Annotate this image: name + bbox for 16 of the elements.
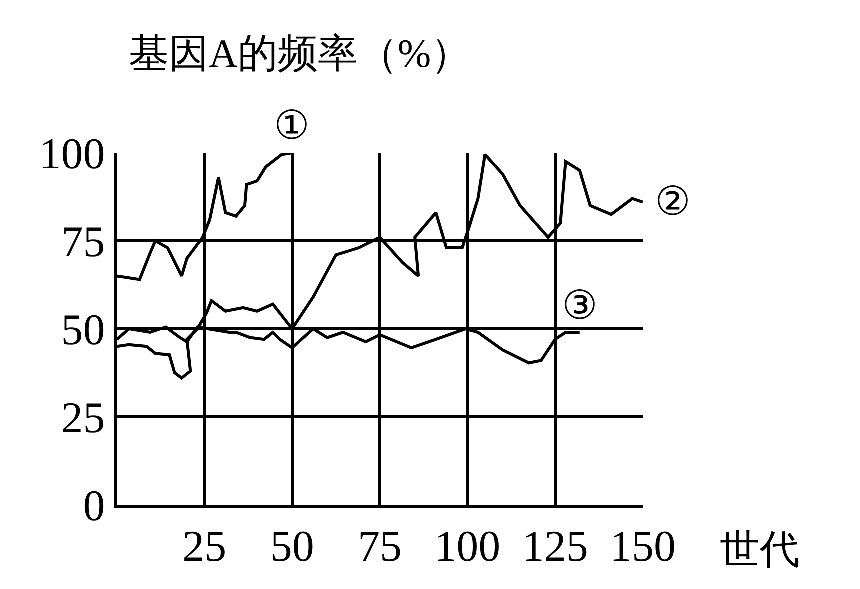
x-tick-label: 150: [610, 522, 676, 571]
x-tick-label: 25: [182, 522, 227, 571]
y-tick-label: 75: [61, 217, 106, 266]
x-tick-label: 125: [522, 522, 588, 571]
x-tick-label: 75: [358, 522, 402, 571]
x-tick-label: 100: [434, 522, 501, 571]
y-tick-label: 0: [83, 481, 106, 530]
x-axis-title: 世代: [720, 527, 800, 572]
x-tick-label: 50: [270, 522, 314, 571]
series-label: ③: [562, 283, 598, 329]
series-label: ②: [655, 179, 691, 225]
y-tick-label: 50: [61, 305, 106, 354]
series-label: ①: [274, 103, 310, 149]
y-tick-label: 100: [39, 129, 106, 178]
y-tick-label: 25: [61, 393, 106, 442]
y-axis-title: 基因A的频率（%）: [129, 31, 472, 76]
